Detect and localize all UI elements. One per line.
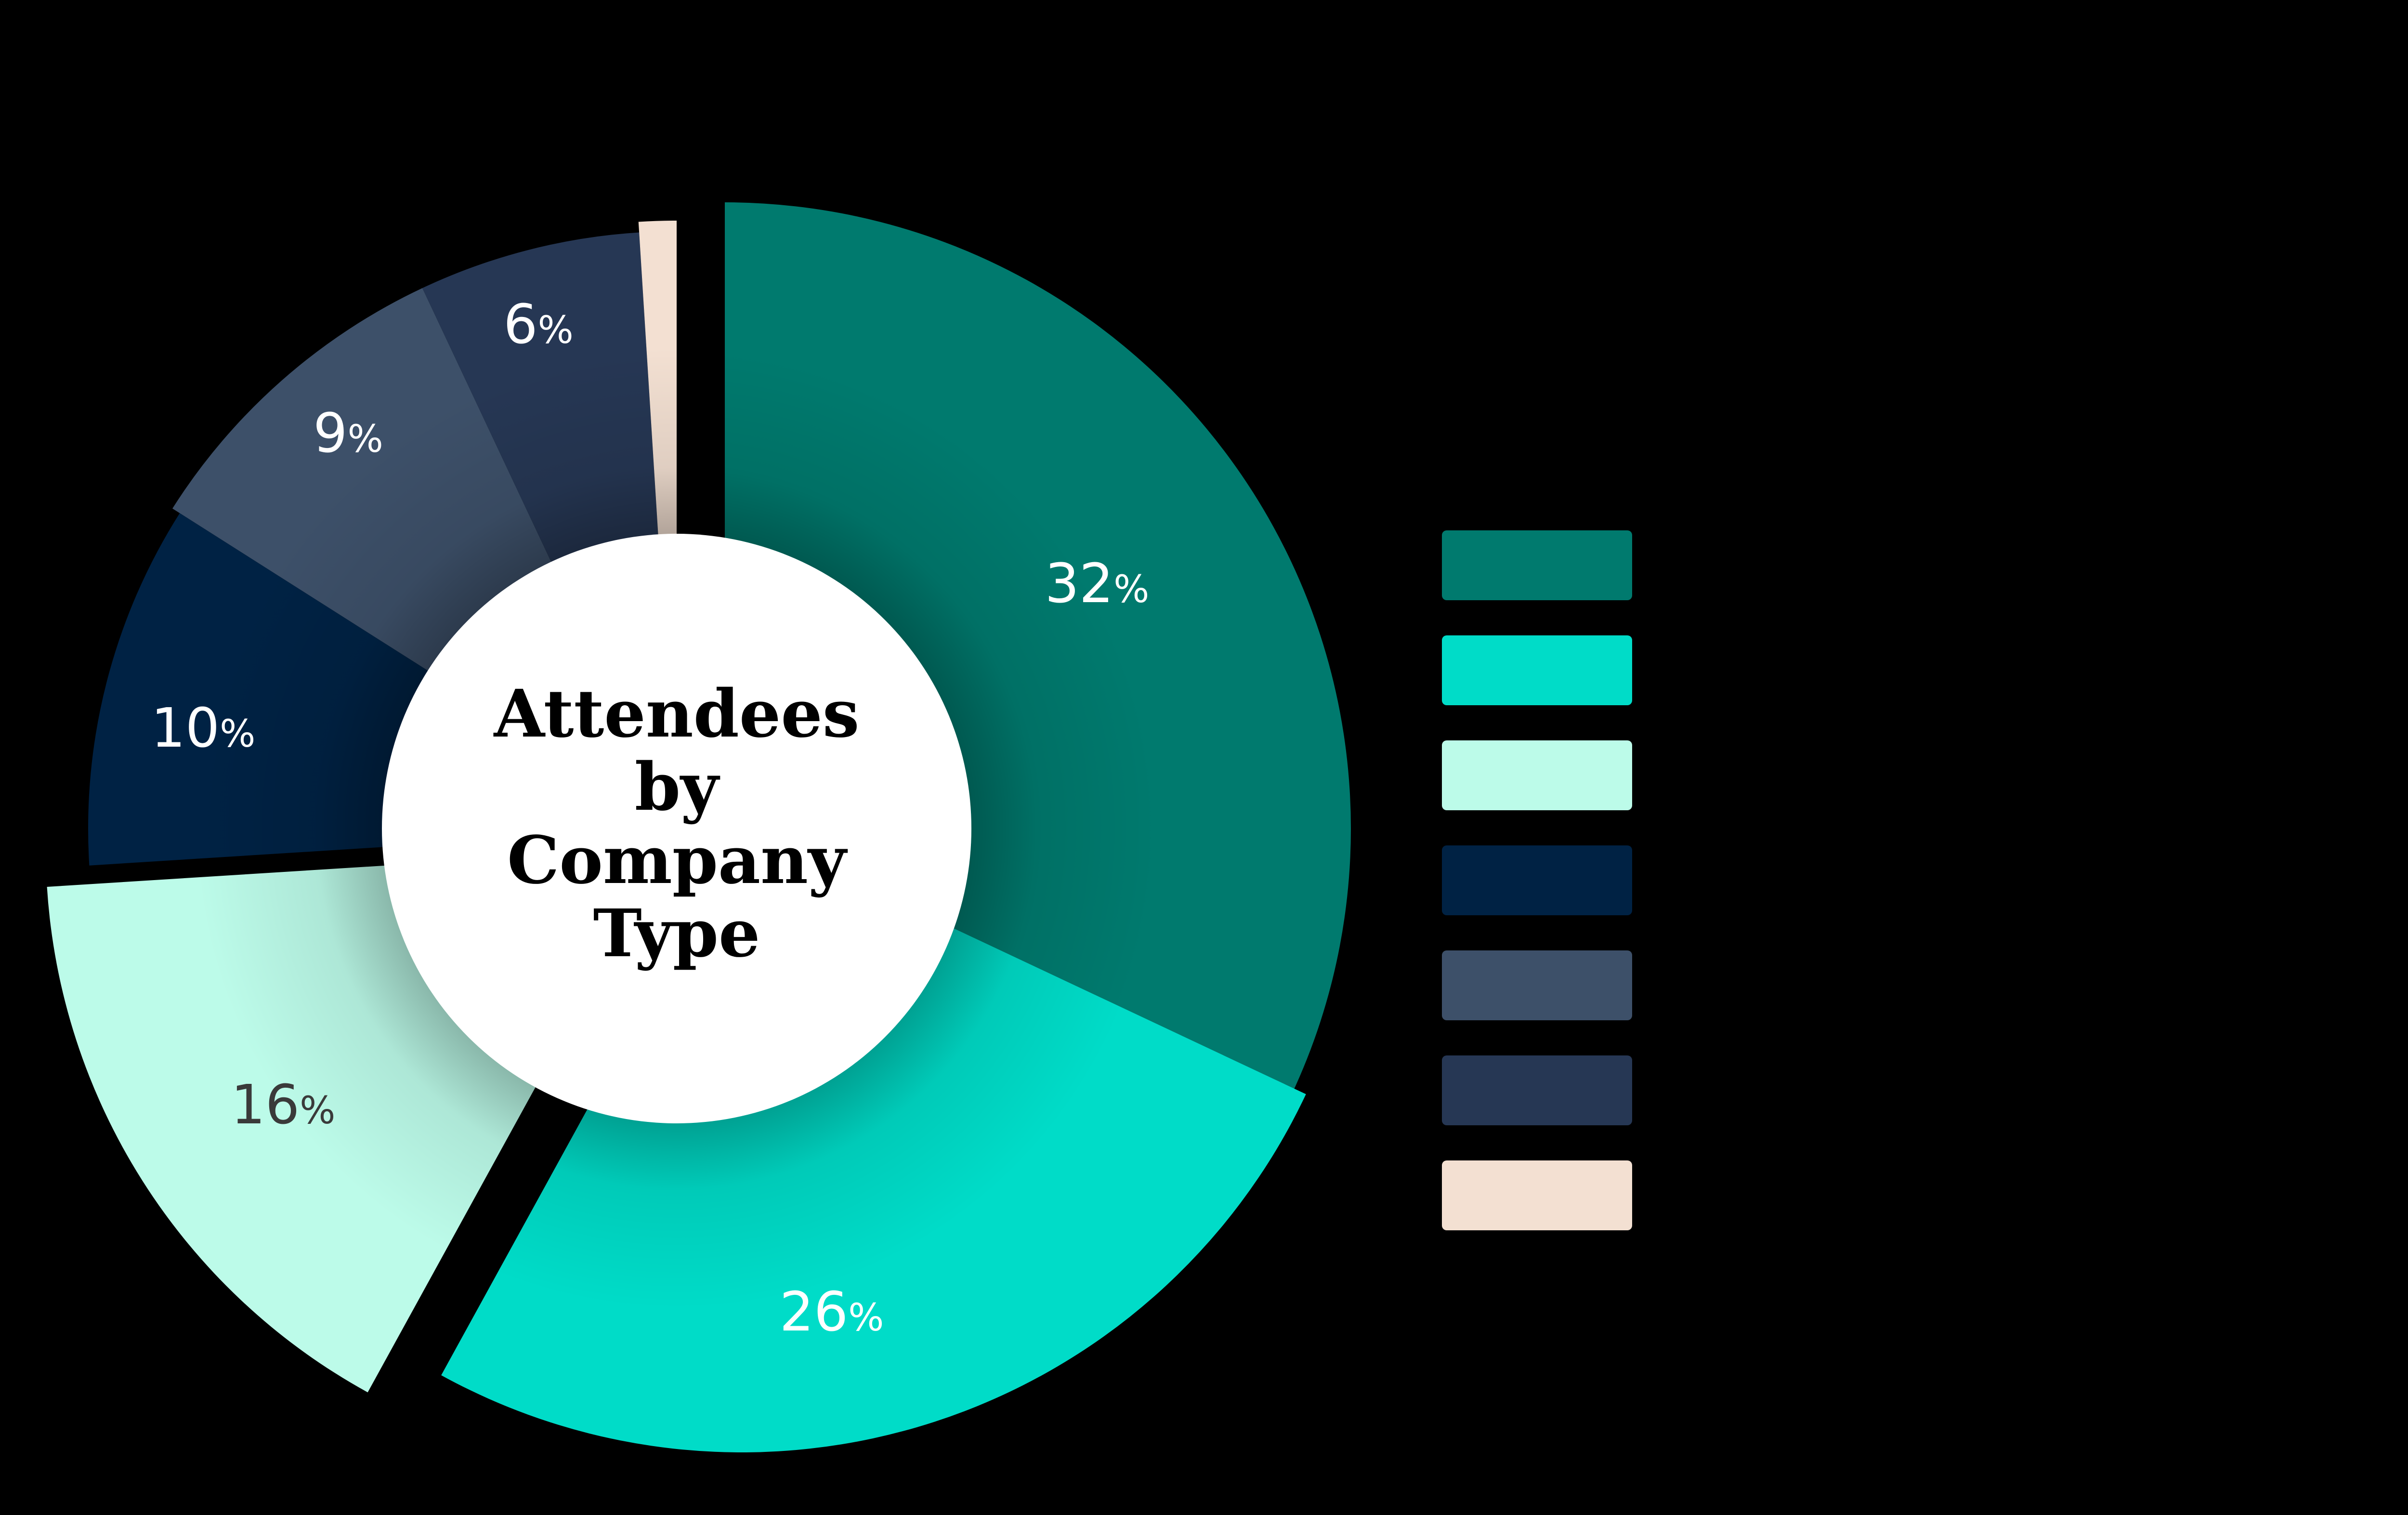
legend-item — [1442, 845, 1661, 915]
legend-swatch — [1442, 740, 1632, 810]
legend-item — [1442, 740, 1661, 810]
legend-item — [1442, 1160, 1661, 1230]
center-title: Attendees by Company Type — [382, 534, 971, 1123]
legend-item — [1442, 950, 1661, 1020]
slice-percent-label: 26% — [780, 1281, 884, 1344]
legend-item — [1442, 1055, 1661, 1125]
slice-percent-label: 16% — [231, 1074, 336, 1136]
legend-swatch — [1442, 1160, 1632, 1230]
legend-swatch — [1442, 530, 1632, 600]
legend-item — [1442, 635, 1661, 705]
legend — [1442, 530, 1661, 1265]
legend-swatch — [1442, 635, 1632, 705]
legend-item — [1442, 530, 1661, 600]
center-hole — [382, 534, 971, 1123]
slice-labels: 32% 26% 16% 10% 9% 6% — [151, 293, 1150, 1344]
slice-percent-label: 6% — [503, 293, 573, 356]
legend-swatch — [1442, 1055, 1632, 1125]
legend-swatch — [1442, 845, 1632, 915]
chart-title: Attendees by Company Type — [460, 677, 893, 970]
slice-percent-label: 10% — [151, 697, 256, 760]
title-line-1: Attendees — [494, 675, 860, 752]
slice-percent-label: 9% — [313, 402, 383, 465]
slice-percent-label: 32% — [1045, 553, 1150, 615]
legend-swatch — [1442, 950, 1632, 1020]
title-line-3: Type — [593, 895, 760, 972]
title-line-2: by Company — [507, 749, 846, 899]
